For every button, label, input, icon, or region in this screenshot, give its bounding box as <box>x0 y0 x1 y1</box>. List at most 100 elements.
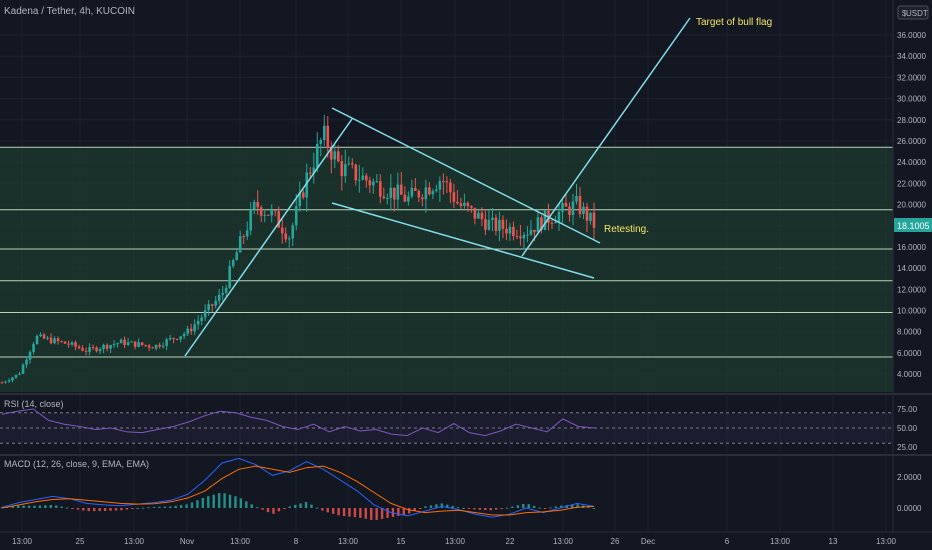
price-tick-label: 32.0000 <box>897 73 926 82</box>
candle-body <box>589 212 592 221</box>
time-axis[interactable]: 13:00 25 13:00 Nov 13:00 8 13:00 15 13:00 22 13:00… <box>12 537 897 546</box>
macd-histogram-bar <box>82 508 85 511</box>
candle-body <box>238 236 242 253</box>
annotation-target[interactable]: Target of bull flag <box>696 17 772 28</box>
macd-histogram-bar <box>103 508 107 512</box>
macd-histogram-bar <box>93 508 96 512</box>
time-tick-label: 13:00 <box>124 537 145 546</box>
macd-histogram-bar <box>55 505 58 508</box>
macd-histogram-bar <box>228 494 232 508</box>
symbol-title[interactable]: Kadena / Tether, 4h, KUCOIN <box>4 6 135 17</box>
candle-body <box>452 192 456 202</box>
candle-body <box>494 217 498 231</box>
macd-line <box>1 457 595 518</box>
candle-body <box>270 210 274 216</box>
macd-histogram-bar <box>516 505 520 508</box>
candle-body <box>505 228 508 234</box>
flag-lower-line[interactable] <box>331 202 595 279</box>
candle-body <box>284 233 288 240</box>
candle-body <box>396 184 400 200</box>
candle-body <box>196 320 200 325</box>
macd-histogram-bar <box>353 508 357 518</box>
candle-body <box>224 287 228 293</box>
candle-body <box>466 202 470 207</box>
candle-body <box>81 348 84 351</box>
price-tick-label: 16.0000 <box>897 243 926 252</box>
target-projection-line[interactable] <box>521 17 691 257</box>
candle-body <box>372 181 375 186</box>
candle-body <box>186 328 189 334</box>
macd-histogram-bar <box>190 502 194 508</box>
candle-body <box>116 343 119 345</box>
macd-title[interactable]: MACD (12, 26, close, 9, EMA, EMA) <box>4 459 149 469</box>
candle-body <box>533 229 536 233</box>
candle-body <box>585 206 589 221</box>
candle-body <box>480 212 484 220</box>
candle-body <box>301 192 305 198</box>
macd-histogram-bar <box>283 508 286 509</box>
time-tick-label: 13:00 <box>445 537 466 546</box>
flag-upper-line[interactable] <box>331 107 601 244</box>
rsi-tick-label: 75.00 <box>897 405 918 414</box>
candle-body <box>477 212 480 219</box>
candle-body <box>456 201 459 204</box>
macd-histogram-bar <box>44 505 47 508</box>
time-tick-label: 13:00 <box>12 537 33 546</box>
macd-histogram-bar <box>152 506 156 508</box>
macd-histogram-bar <box>418 508 422 509</box>
macd-histogram-bar <box>223 493 226 508</box>
time-tick-label: 13:00 <box>553 537 574 546</box>
candle-body <box>322 125 326 141</box>
macd-histogram-bar <box>11 506 14 508</box>
candle-body <box>256 202 260 208</box>
candle-body <box>95 347 98 352</box>
macd-histogram-bar <box>250 504 253 508</box>
candle-body <box>11 377 14 381</box>
price-tick-label: 24.0000 <box>897 158 926 167</box>
candle-body <box>379 181 382 197</box>
candle-body <box>88 347 91 352</box>
candle-body <box>259 207 263 216</box>
trendline-rise[interactable] <box>184 118 353 357</box>
drawing-trendlines[interactable] <box>184 17 691 357</box>
candle-body <box>161 345 165 347</box>
candle-body <box>242 236 246 238</box>
rsi-tick-label: 25.00 <box>897 443 918 452</box>
candle-body <box>193 324 196 332</box>
candle-body <box>508 226 512 234</box>
macd-histogram-bar <box>207 496 210 508</box>
time-tick-label: 13:00 <box>338 537 359 546</box>
macd-histogram-bar <box>261 508 264 510</box>
candle-body <box>280 227 284 234</box>
annotation-retesting[interactable]: Retesting. <box>604 224 649 235</box>
candle-body <box>74 342 77 347</box>
candle-body <box>60 341 63 343</box>
candle-body <box>130 341 133 343</box>
rsi-title[interactable]: RSI (14, close) <box>4 399 64 409</box>
rsi-pane <box>0 408 893 444</box>
macd-axis: 2.0000 0.0000 <box>897 473 922 513</box>
time-tick-label: 13:00 <box>770 537 791 546</box>
macd-histogram-bar <box>60 506 63 508</box>
candle-body <box>393 187 396 200</box>
candle-body <box>294 206 298 226</box>
candle-body <box>368 180 372 186</box>
currency-button[interactable]: $ USDT <box>897 5 929 20</box>
last-price-tag: 18.1005 <box>894 218 932 232</box>
candlestick-series <box>0 115 596 384</box>
price-tick-label: 12.0000 <box>897 285 926 294</box>
candle-body <box>410 187 414 197</box>
candle-body <box>554 222 557 224</box>
candle-body <box>529 229 533 235</box>
macd-histogram-bar <box>76 508 80 510</box>
currency-label: USDT <box>906 9 928 18</box>
macd-histogram-bar <box>380 508 384 519</box>
macd-histogram-bar <box>500 508 503 509</box>
price-tick-label: 14.0000 <box>897 264 926 273</box>
macd-histogram-bar <box>65 507 69 509</box>
macd-histogram-bar <box>38 505 42 508</box>
candle-body <box>308 172 312 174</box>
candle-body <box>568 206 571 216</box>
candle-body <box>102 344 105 350</box>
